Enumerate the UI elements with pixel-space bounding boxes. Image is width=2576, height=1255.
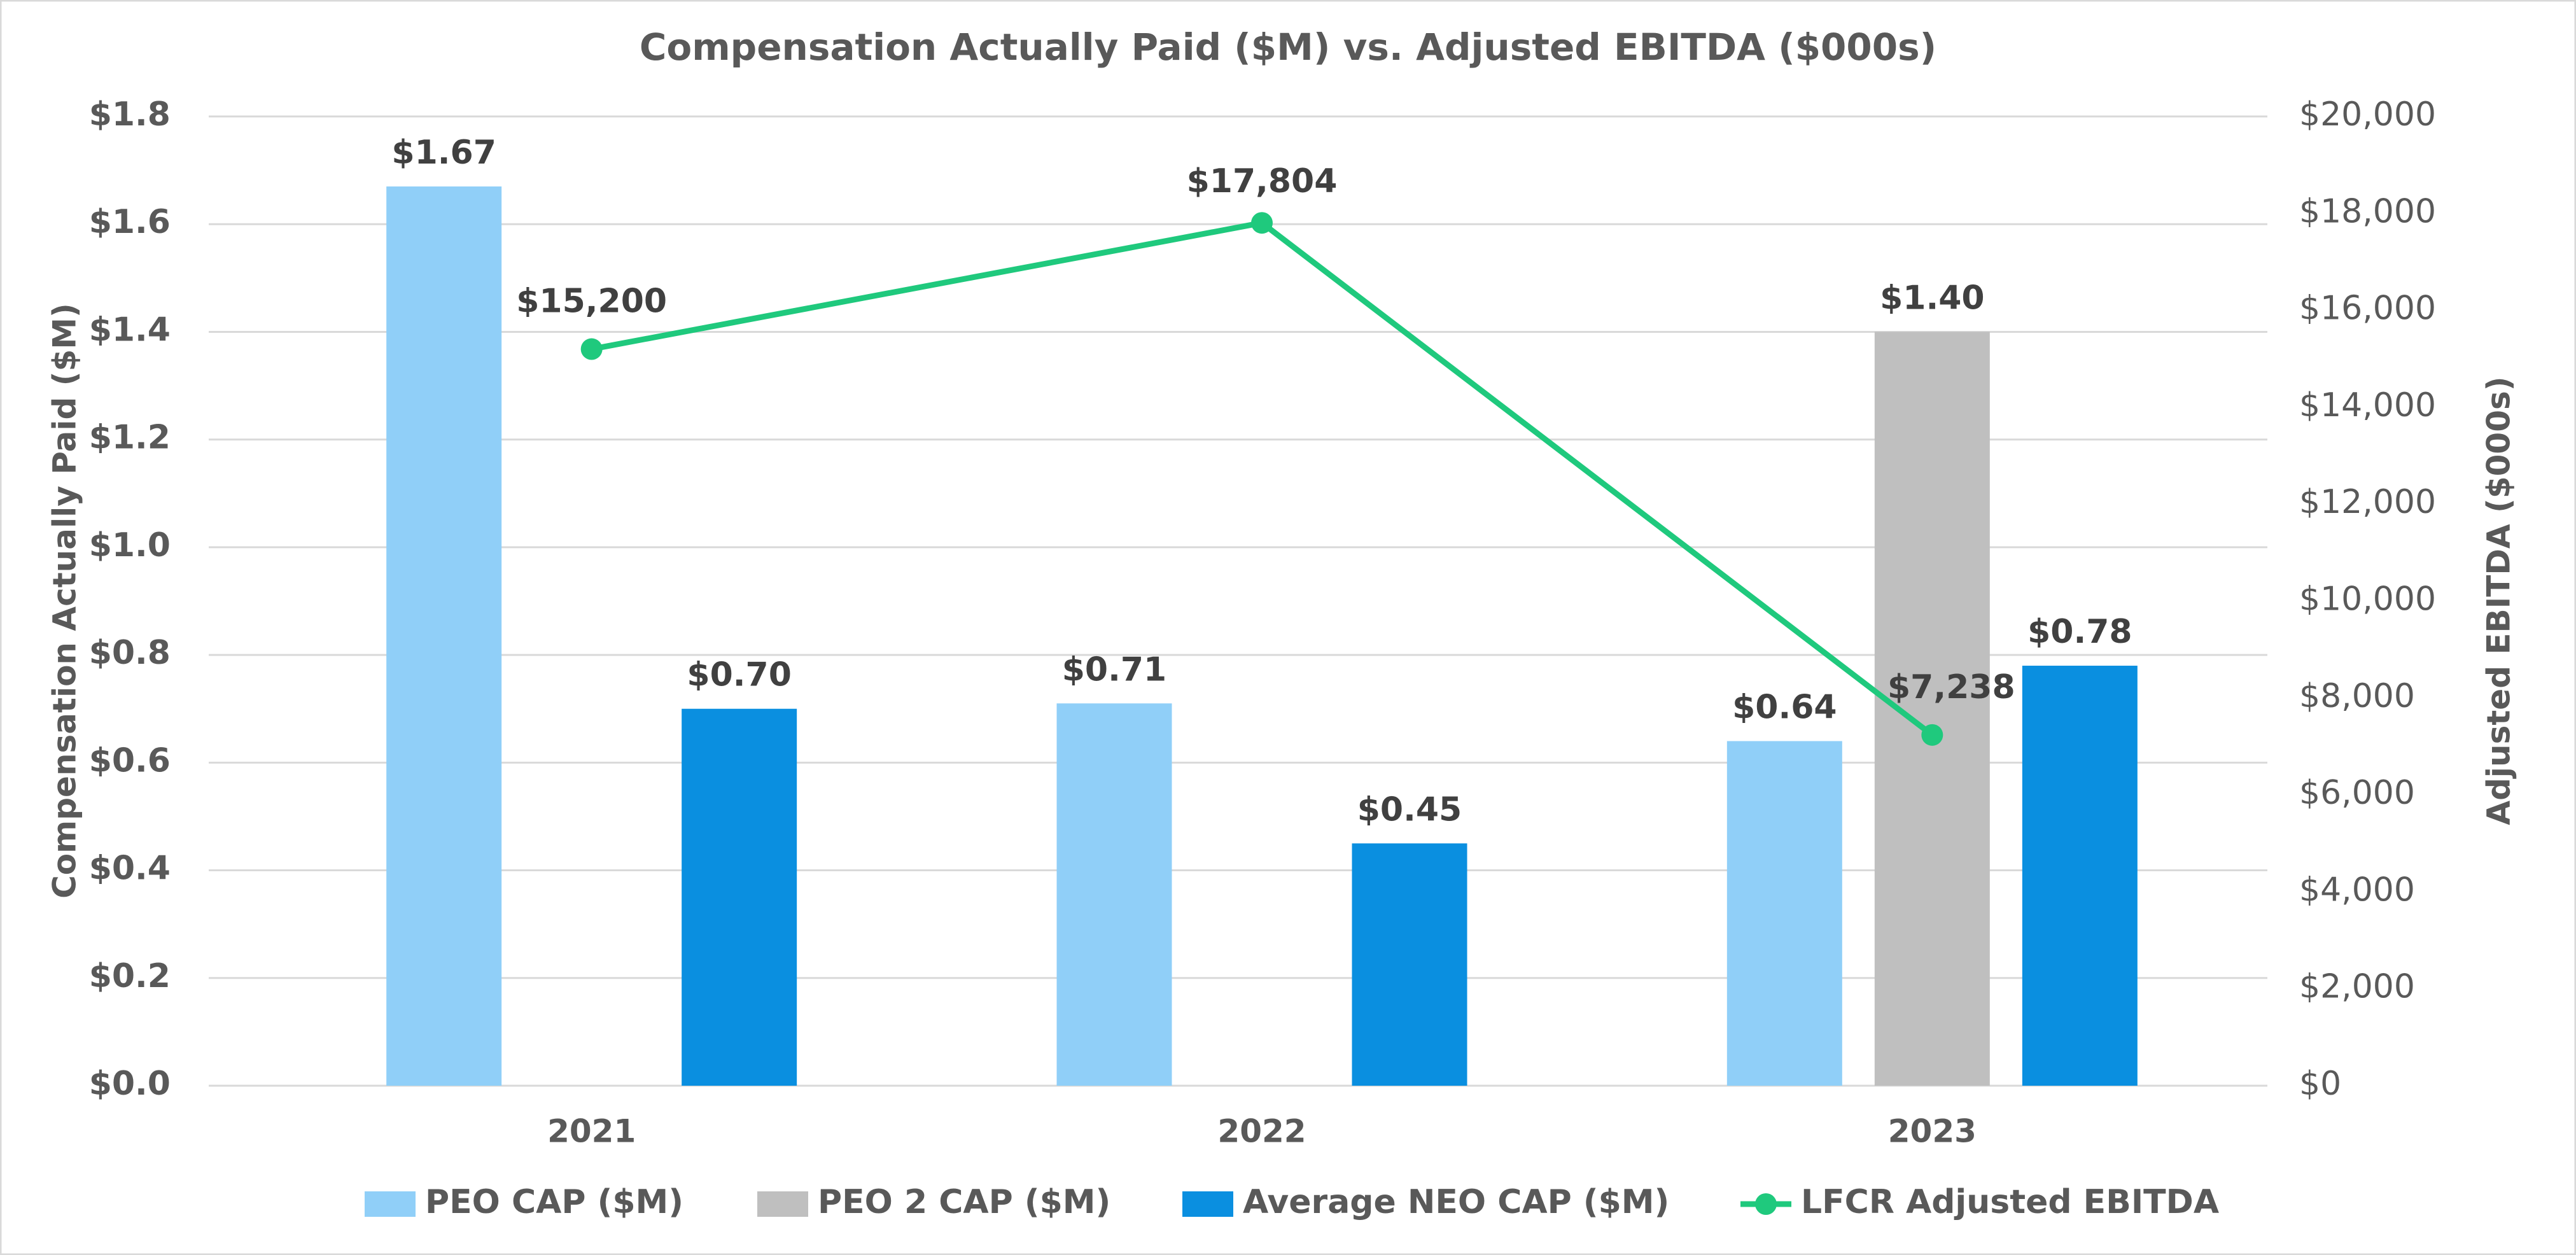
y2-tick-label: $12,000: [2299, 483, 2436, 521]
chart-title: Compensation Actually Paid ($M) vs. Adju…: [640, 25, 1936, 69]
bar: [682, 708, 797, 1086]
y2-tick-label: $4,000: [2299, 871, 2415, 909]
legend-label: LFCR Adjusted EBITDA: [1801, 1183, 2219, 1221]
bar: [1352, 843, 1467, 1086]
y-tick-label: $0.0: [89, 1065, 171, 1103]
y-tick-label: $1.6: [89, 203, 171, 241]
y2-tick-label: $14,000: [2299, 386, 2436, 424]
legend-swatch: [1182, 1191, 1233, 1217]
value-label: $0.64: [1732, 688, 1837, 726]
y-tick-label: $0.4: [89, 850, 171, 888]
legend-swatch: [1755, 1193, 1777, 1215]
y2-tick-label: $18,000: [2299, 192, 2436, 230]
value-label: $7,238: [1887, 668, 2015, 706]
y-tick-label: $0.8: [89, 634, 171, 672]
line-marker: [580, 338, 603, 360]
y2-tick-label: $2,000: [2299, 968, 2415, 1006]
value-label: $0.71: [1062, 650, 1166, 689]
bar: [2022, 666, 2138, 1086]
line-marker: [1921, 724, 1943, 746]
bar: [1874, 332, 1990, 1086]
y-tick-label: $1.2: [89, 419, 171, 457]
value-label: $0.45: [1357, 790, 1462, 829]
y-tick-label: $1.8: [89, 95, 171, 134]
y-tick-label: $1.4: [89, 311, 171, 349]
y-tick-label: $0.6: [89, 741, 171, 780]
legend-label: PEO 2 CAP ($M): [818, 1183, 1110, 1221]
x-tick-label: 2022: [1217, 1113, 1306, 1150]
y2-tick-label: $16,000: [2299, 290, 2436, 328]
value-label: $17,804: [1187, 162, 1338, 200]
y2-tick-label: $20,000: [2299, 95, 2436, 134]
y2-tick-label: $0: [2299, 1065, 2341, 1103]
value-label: $15,200: [516, 283, 667, 321]
y2-tick-label: $8,000: [2299, 677, 2415, 715]
y-tick-label: $0.2: [89, 957, 171, 995]
legend-label: PEO CAP ($M): [425, 1183, 683, 1221]
bar: [1726, 741, 1842, 1086]
x-tick-label: 2021: [547, 1113, 636, 1150]
line-marker: [1251, 212, 1273, 234]
legend-swatch: [757, 1191, 808, 1217]
bar: [1056, 703, 1172, 1086]
legend-swatch: [365, 1191, 416, 1217]
y-tick-label: $1.0: [89, 526, 171, 564]
value-label: $1.40: [1880, 279, 1984, 317]
value-label: $0.78: [2027, 613, 2132, 651]
value-label: $1.67: [391, 134, 496, 172]
value-label: $0.70: [687, 656, 791, 694]
y-axis-title: Compensation Actually Paid ($M): [46, 303, 83, 899]
legend-label: Average NEO CAP ($M): [1243, 1183, 1669, 1221]
x-tick-label: 2023: [1888, 1113, 1977, 1150]
y2-tick-label: $10,000: [2299, 580, 2436, 619]
bar: [386, 186, 502, 1086]
y2-tick-label: $6,000: [2299, 774, 2415, 812]
y2-axis-title: Adjusted EBITDA ($000s): [2481, 376, 2517, 825]
